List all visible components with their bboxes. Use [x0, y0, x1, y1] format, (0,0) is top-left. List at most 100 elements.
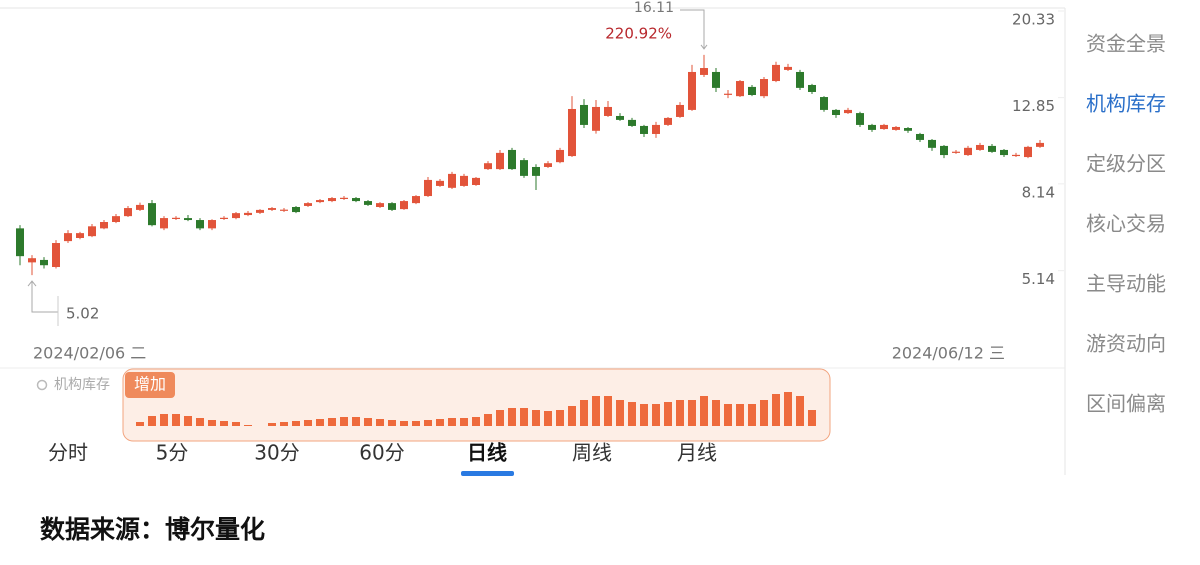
candle-body [940, 145, 948, 156]
indicator-bar [640, 404, 648, 426]
high-label: 16.11 [634, 0, 674, 16]
candle-body [616, 115, 624, 120]
sidebar-tab[interactable]: 核心交易 [1086, 212, 1166, 236]
sidebar-tab[interactable]: 机构库存 [1086, 92, 1166, 116]
candle-body [724, 93, 732, 95]
candle-body [484, 163, 492, 170]
candle-body [64, 233, 72, 242]
indicator-bar [592, 396, 600, 426]
indicator-bar [184, 416, 192, 426]
candle-body [220, 217, 228, 219]
candle-body [40, 259, 48, 266]
candle-body [868, 124, 876, 130]
indicator-title[interactable]: 机构库存 [54, 377, 110, 393]
indicator-bar [520, 408, 528, 426]
candle-body [784, 66, 792, 70]
candle-body [556, 149, 564, 163]
period-tab[interactable]: 分时 [48, 441, 88, 465]
indicator-bar [664, 402, 672, 426]
period-tab[interactable]: 60分 [359, 441, 404, 465]
candle-body [580, 104, 588, 125]
candle-body [652, 124, 660, 134]
indicator-bar [688, 400, 696, 426]
high-pointer [680, 9, 705, 49]
candle-body [856, 113, 864, 125]
candle-body [688, 71, 696, 110]
candle-body [172, 217, 180, 219]
candle-body [460, 175, 468, 186]
low-arrow [27, 280, 37, 287]
indicator-bar [760, 400, 768, 426]
candle-body [676, 104, 684, 117]
indicator-bar [556, 410, 564, 426]
x-label: 2024/02/06 二 [33, 344, 146, 363]
candle-body [988, 145, 996, 152]
indicator-label: 增加 [134, 375, 166, 394]
candle-body [352, 198, 360, 202]
low-pointer [31, 281, 58, 313]
candle-body [604, 106, 612, 116]
indicator-bar [136, 422, 144, 426]
candle-body [832, 109, 840, 116]
indicator-bar [340, 417, 348, 426]
y-tick-label: 5.14 [1022, 270, 1055, 288]
period-tab[interactable]: 周线 [572, 441, 612, 465]
candle-body [964, 147, 972, 156]
candle-body [796, 71, 804, 88]
indicator-bar [436, 419, 444, 426]
high-arrow [700, 44, 708, 50]
sidebar-tab[interactable]: 资金全景 [1086, 32, 1166, 56]
period-tab[interactable]: 5分 [156, 441, 189, 465]
indicator-bar [160, 414, 168, 426]
candle-body [664, 117, 672, 125]
indicator-bar [544, 411, 552, 426]
indicator-bar [412, 421, 420, 426]
indicator-bar [244, 425, 252, 426]
candle-body [280, 209, 288, 211]
indicator-bar [496, 410, 504, 426]
indicator-bar [328, 418, 336, 426]
y-tick-label: 12.85 [1012, 97, 1055, 115]
sidebar-tab[interactable]: 游资动向 [1086, 332, 1166, 356]
candle-body [256, 209, 264, 213]
candle-body [820, 97, 828, 110]
candle-body [100, 222, 108, 229]
indicator-bar [748, 404, 756, 426]
candle-body [112, 216, 120, 223]
candle-body [232, 213, 240, 219]
indicator-bar [808, 410, 816, 426]
candle-body [892, 126, 900, 130]
period-tab[interactable]: 30分 [254, 441, 299, 465]
sidebar-tab[interactable]: 区间偏离 [1086, 392, 1166, 416]
candle-body [952, 151, 960, 153]
indicator-bar [784, 392, 792, 426]
candle-body [1024, 146, 1032, 158]
candle-body [340, 197, 348, 199]
indicator-bar [616, 400, 624, 426]
indicator-bar [280, 422, 288, 426]
low-label: 5.02 [66, 305, 99, 323]
candle-body [304, 203, 312, 206]
indicator-bar [604, 396, 612, 426]
candle-body [904, 128, 912, 131]
high-change: 220.92% [605, 25, 672, 43]
candle-body [736, 81, 744, 97]
indicator-bar [172, 414, 180, 426]
indicator-bar [568, 406, 576, 426]
indicator-bar [424, 420, 432, 426]
candle-body [760, 79, 768, 97]
sidebar-tab[interactable]: 主导动能 [1086, 272, 1166, 296]
indicator-bar [796, 396, 804, 426]
candle-body [520, 160, 528, 176]
candle-body [208, 220, 216, 229]
indicator-bar [508, 408, 516, 426]
period-tab[interactable]: 月线 [677, 441, 717, 465]
period-tab[interactable]: 日线 [467, 441, 507, 465]
sidebar-tab[interactable]: 定级分区 [1086, 152, 1166, 176]
indicator-bar [628, 402, 636, 426]
candle-body [184, 218, 192, 221]
indicator-bar [316, 419, 324, 426]
indicator-bar [652, 404, 660, 426]
candle-body [1012, 154, 1020, 157]
y-tick-label: 8.14 [1022, 183, 1055, 201]
